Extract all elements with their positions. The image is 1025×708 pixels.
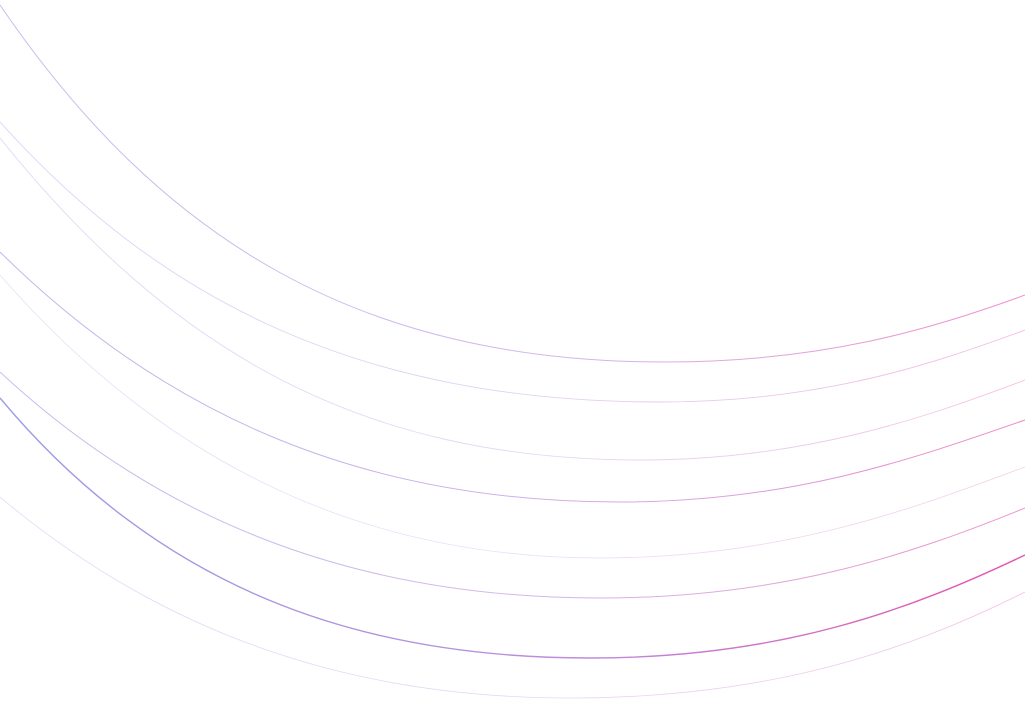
curve-line-6 xyxy=(0,371,1025,599)
curve-line-5 xyxy=(0,274,1025,559)
curve-line-8 xyxy=(0,496,1025,699)
curve-line-7 xyxy=(0,397,1025,659)
curve-line-4 xyxy=(0,251,1025,503)
curve-line-2 xyxy=(0,121,1025,403)
curve-line-3 xyxy=(0,137,1025,461)
curve-line-1 xyxy=(0,4,1025,363)
